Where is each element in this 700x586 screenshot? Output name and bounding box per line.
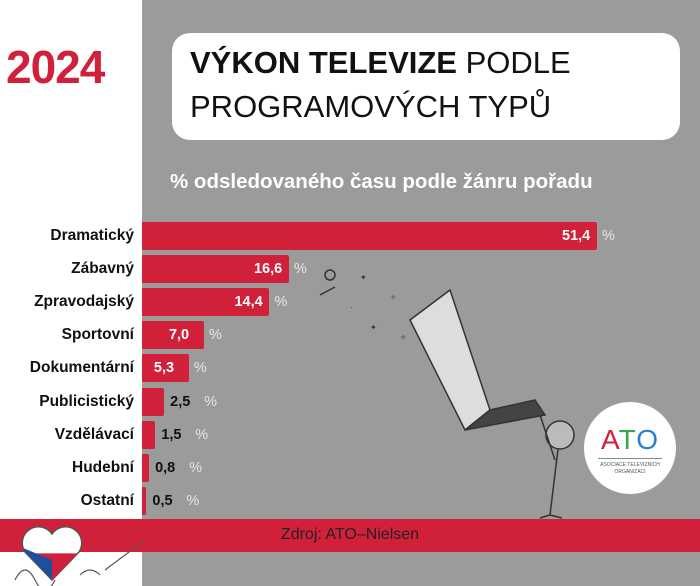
data-label: 1,5 (161, 426, 182, 443)
year-label: 2024 (6, 41, 105, 93)
percent-unit: % (293, 261, 307, 278)
data-label: 7,0 (168, 327, 190, 344)
category-label: Sportovní (61, 326, 134, 344)
percent-unit: % (274, 294, 288, 311)
title-line-1: VÝKON TELEVIZE PODLE (190, 45, 571, 81)
bar-dramatický (142, 222, 597, 250)
percent-unit: % (208, 327, 222, 344)
svg-text:✦: ✦ (370, 323, 377, 332)
bar-zpravodajský (142, 288, 270, 317)
svg-text:·: · (350, 303, 353, 312)
percent-unit: % (186, 492, 200, 509)
chart-subtitle: % odsledovaného času podle žánru pořadu (170, 170, 593, 193)
logo-divider (598, 458, 662, 459)
category-label: Hudební (72, 458, 134, 476)
category-label: Vzdělávací (54, 425, 134, 443)
data-label: 0,5 (152, 492, 173, 509)
bar-hudební (142, 453, 150, 482)
bar-sportovní (142, 321, 204, 350)
percent-unit: % (193, 360, 207, 377)
source-banner: Zdroj: ATO–Nielsen (0, 519, 700, 552)
bar-dokumentární (142, 354, 189, 383)
telescope-figure-illustration: ✦ ✧ ✦ ✧ · (319, 269, 575, 519)
data-label: 51,4 (562, 228, 591, 244)
title-line-2: PROGRAMOVÝCH TYPŮ (190, 89, 552, 124)
czech-heart-icon (14, 526, 146, 586)
data-label: 16,6 (253, 261, 283, 278)
percent-unit: % (189, 459, 202, 476)
left-panel (0, 0, 142, 586)
category-label: Dokumentární (29, 359, 134, 377)
title-bold: VÝKON TELEVIZE (190, 45, 457, 80)
percent-unit: % (195, 426, 209, 443)
title-rest: PODLE (465, 45, 571, 80)
data-label: 14,4 (234, 294, 263, 311)
bar-publicistický (142, 387, 165, 416)
bar-ostatní (142, 486, 147, 515)
svg-text:✦: ✦ (360, 273, 367, 282)
bar-chart: Dramatický 51,4% Zábavný 16,6% Zpravodajský 1… (29, 222, 615, 515)
source-text: Zdroj: ATO–Nielsen (280, 526, 420, 543)
category-label: Zábavný (71, 260, 134, 278)
data-label: 2,5 (170, 393, 191, 410)
category-label: Ostatní (80, 491, 134, 509)
data-label: 5,3 (153, 360, 175, 377)
category-label: Publicistický (39, 392, 134, 410)
svg-text:✧: ✧ (400, 333, 407, 342)
bar-vzdělávací (142, 420, 156, 449)
percent-unit: % (602, 228, 615, 244)
percent-unit: % (204, 393, 218, 410)
category-label: Zpravodajský (34, 293, 134, 311)
data-label: 0,8 (155, 459, 176, 476)
category-label: Dramatický (50, 227, 134, 244)
stars-decoration: ✦ ✧ ✦ ✧ · (350, 273, 407, 342)
ato-logo: ATO ASOCIACE TELEVIZNÍCH ORGANIZACÍ (584, 402, 676, 494)
svg-text:✧: ✧ (390, 293, 397, 302)
bar-zábavný (142, 255, 289, 284)
title-box: VÝKON TELEVIZE PODLE PROGRAMOVÝCH TYPŮ (172, 33, 680, 140)
ato-logo-text: ATO (601, 424, 659, 455)
ato-logo-subtitle: ASOCIACE TELEVIZNÍCH ORGANIZACÍ (600, 462, 660, 475)
